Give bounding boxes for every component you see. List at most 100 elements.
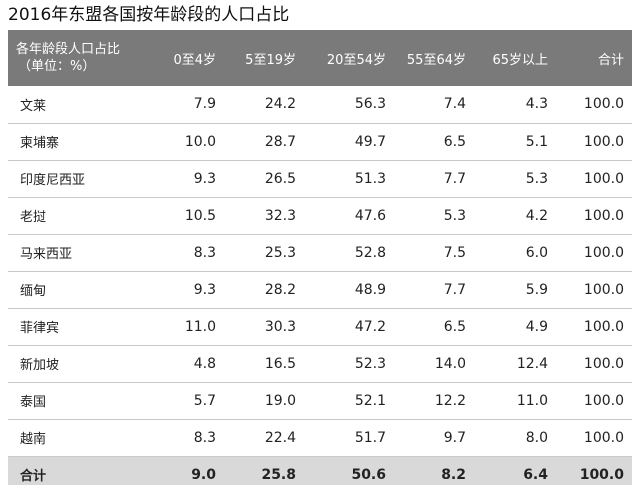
val-65-plus: 6.4 <box>523 466 548 483</box>
val-5-19: 19.0 <box>264 392 296 409</box>
table-row: 越南 8.3 22.4 51.7 9.7 8.0 100.0 <box>8 419 632 456</box>
val-0-4: 9.3 <box>193 170 216 187</box>
table-title: 2016年东盟各国按年龄段的人口占比 <box>8 5 290 25</box>
country-name: 文莱 <box>20 98 47 114</box>
val-total: 100.0 <box>583 133 624 150</box>
val-0-4: 10.5 <box>184 207 216 224</box>
val-55-64: 12.2 <box>434 392 466 409</box>
val-20-54: 50.6 <box>351 466 386 483</box>
val-20-54: 51.7 <box>354 429 386 446</box>
country-name: 印度尼西亚 <box>20 173 86 188</box>
table-row: 老挝 10.5 32.3 47.6 5.3 4.2 100.0 <box>8 197 632 234</box>
val-total: 100.0 <box>583 96 624 113</box>
val-0-4: 9.0 <box>191 466 216 483</box>
table-row: 印度尼西亚 9.3 26.5 51.3 7.7 5.3 100.0 <box>8 160 632 197</box>
val-20-54: 48.9 <box>354 281 386 298</box>
header-col-55-64: 55至64岁 <box>406 52 466 68</box>
val-5-19: 25.3 <box>264 244 296 261</box>
val-55-64: 7.4 <box>443 96 466 113</box>
table-row: 新加坡 4.8 16.5 52.3 14.0 12.4 100.0 <box>8 345 632 382</box>
val-65-plus: 6.0 <box>525 244 548 261</box>
header-label-unit: （单位：%） <box>18 59 96 74</box>
header-col-20-54: 20至54岁 <box>326 52 386 68</box>
val-55-64: 14.0 <box>434 355 466 372</box>
val-total: 100.0 <box>583 244 624 261</box>
val-65-plus: 5.9 <box>525 281 548 298</box>
header-label-line1: 各年龄段人口占比 <box>16 42 121 57</box>
val-55-64: 7.7 <box>443 170 466 187</box>
val-65-plus: 8.0 <box>525 429 548 446</box>
val-55-64: 7.5 <box>443 244 466 261</box>
val-65-plus: 5.1 <box>525 133 548 150</box>
table-body: 文莱 7.9 24.2 56.3 7.4 4.3 100.0 柬埔寨 10.0 28.7 49.7 6… <box>8 86 632 485</box>
val-65-plus: 12.4 <box>516 355 548 372</box>
table-total-row: 合计 9.0 25.8 50.6 8.2 6.4 100.0 <box>8 456 632 485</box>
val-5-19: 30.3 <box>264 318 296 335</box>
val-65-plus: 4.2 <box>525 207 548 224</box>
country-name: 菲律宾 <box>20 321 60 336</box>
val-20-54: 52.3 <box>354 355 386 372</box>
table-row: 泰国 5.7 19.0 52.1 12.2 11.0 100.0 <box>8 382 632 419</box>
header-label: 各年龄段人口占比 （单位：%） <box>8 30 148 86</box>
header-col-0-4: 0至4岁 <box>173 52 216 68</box>
val-total: 100.0 <box>583 281 624 298</box>
val-0-4: 7.9 <box>193 96 216 113</box>
val-total: 100.0 <box>583 392 624 409</box>
table-row: 马来西亚 8.3 25.3 52.8 7.5 6.0 100.0 <box>8 234 632 271</box>
population-table-container: 各年龄段人口占比 （单位：%） 0至4岁 5至19岁 20至54岁 55至64岁… <box>8 30 632 485</box>
val-65-plus: 11.0 <box>516 392 548 409</box>
val-65-plus: 4.3 <box>525 96 548 113</box>
val-20-54: 56.3 <box>354 96 386 113</box>
val-5-19: 26.5 <box>264 170 296 187</box>
val-5-19: 22.4 <box>264 429 296 446</box>
val-55-64: 7.7 <box>443 281 466 298</box>
val-0-4: 8.3 <box>193 429 216 446</box>
country-name: 柬埔寨 <box>20 136 60 151</box>
val-55-64: 6.5 <box>443 133 466 150</box>
val-20-54: 51.3 <box>354 170 386 187</box>
val-20-54: 47.6 <box>354 207 386 224</box>
header-col-65-plus: 65岁以上 <box>492 52 548 68</box>
val-0-4: 10.0 <box>184 133 216 150</box>
val-total: 100.0 <box>583 429 624 446</box>
total-label: 合计 <box>20 469 47 485</box>
table-row: 柬埔寨 10.0 28.7 49.7 6.5 5.1 100.0 <box>8 123 632 160</box>
header-col-total: 合计 <box>597 52 624 68</box>
val-0-4: 4.8 <box>193 355 216 372</box>
val-65-plus: 4.9 <box>525 318 548 335</box>
val-0-4: 8.3 <box>193 244 216 261</box>
table-header-row: 各年龄段人口占比 （单位：%） 0至4岁 5至19岁 20至54岁 55至64岁… <box>8 30 632 86</box>
country-name: 老挝 <box>20 210 47 225</box>
val-0-4: 9.3 <box>193 281 216 298</box>
val-total: 100.0 <box>583 207 624 224</box>
val-20-54: 49.7 <box>354 133 386 150</box>
val-0-4: 5.7 <box>193 392 216 409</box>
val-55-64: 5.3 <box>443 207 466 224</box>
val-55-64: 6.5 <box>443 318 466 335</box>
country-name: 越南 <box>20 432 47 447</box>
table-row: 文莱 7.9 24.2 56.3 7.4 4.3 100.0 <box>8 86 632 123</box>
header-col-5-19: 5至19岁 <box>245 52 296 68</box>
val-total: 100.0 <box>583 318 624 335</box>
table-row: 菲律宾 11.0 30.3 47.2 6.5 4.9 100.0 <box>8 308 632 345</box>
val-65-plus: 5.3 <box>525 170 548 187</box>
val-0-4: 11.0 <box>184 318 216 335</box>
val-55-64: 8.2 <box>441 466 466 483</box>
val-5-19: 25.8 <box>261 466 296 483</box>
val-20-54: 52.1 <box>354 392 386 409</box>
val-5-19: 28.7 <box>264 133 296 150</box>
val-total: 100.0 <box>583 170 624 187</box>
table-row: 缅甸 9.3 28.2 48.9 7.7 5.9 100.0 <box>8 271 632 308</box>
country-name: 马来西亚 <box>20 247 73 262</box>
val-5-19: 16.5 <box>264 355 296 372</box>
country-name: 缅甸 <box>20 284 47 299</box>
val-total: 100.0 <box>579 466 624 483</box>
population-table: 各年龄段人口占比 （单位：%） 0至4岁 5至19岁 20至54岁 55至64岁… <box>8 30 632 485</box>
val-5-19: 24.2 <box>264 96 296 113</box>
val-total: 100.0 <box>583 355 624 372</box>
country-name: 泰国 <box>20 395 47 410</box>
country-name: 新加坡 <box>20 358 60 373</box>
val-20-54: 52.8 <box>354 244 386 261</box>
val-5-19: 32.3 <box>264 207 296 224</box>
val-55-64: 9.7 <box>443 429 466 446</box>
